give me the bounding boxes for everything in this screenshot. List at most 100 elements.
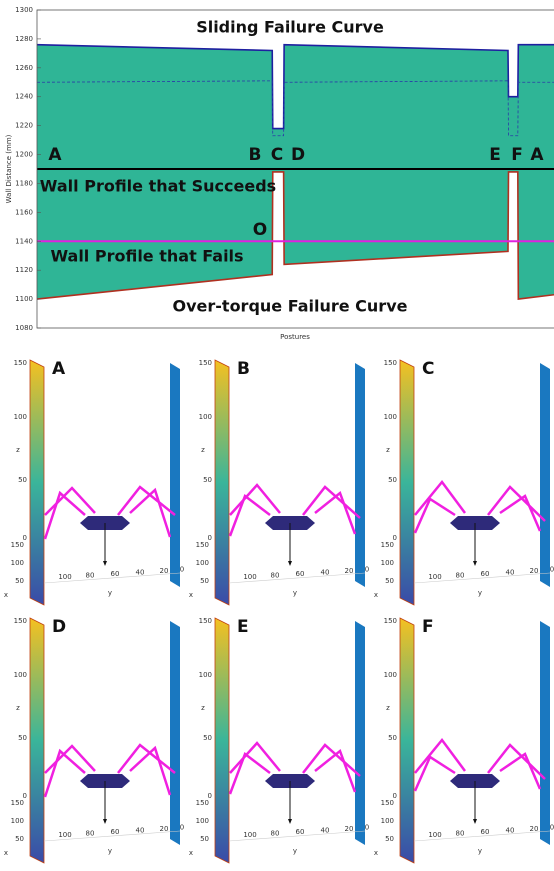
- z-tick-label: 150: [384, 617, 397, 625]
- x-tick-label: 150: [11, 541, 24, 549]
- y-tick-label: 60: [481, 570, 490, 578]
- y-tick-label: 20: [345, 567, 354, 575]
- y-tick-label: 100: [243, 831, 256, 839]
- annotation: A: [48, 145, 62, 165]
- robot-panel: 15010050015010050100806040200zxyF: [374, 617, 554, 863]
- y-tick-label: 1260: [15, 64, 33, 72]
- arrow-head: [288, 819, 292, 824]
- y-tick-label: 1080: [15, 324, 33, 332]
- y-tick-label: 100: [428, 831, 441, 839]
- y-tick-label: 60: [296, 570, 305, 578]
- robot-leg: [118, 745, 175, 773]
- y-tick-label: 40: [321, 569, 330, 577]
- y-tick-label: 0: [550, 824, 554, 832]
- annotation: F: [511, 145, 523, 165]
- annotation: D: [291, 145, 305, 165]
- robot-panel: 15010050015010050100806040200zxyA: [4, 359, 184, 605]
- robot-leg: [45, 493, 85, 539]
- z-tick-label: 100: [14, 671, 27, 679]
- y-tick-label: 100: [58, 573, 71, 581]
- figure: 1080110011201140116011801200122012401260…: [0, 0, 554, 871]
- y-axis-label: y: [293, 847, 297, 855]
- left-wall: [215, 618, 229, 863]
- annotation: Sliding Failure Curve: [196, 18, 384, 37]
- x-axis-label: x: [4, 849, 8, 857]
- robot-leg: [130, 490, 170, 537]
- y-tick-label: 40: [321, 827, 330, 835]
- y-tick-label: 1200: [15, 151, 33, 159]
- y-tick-label: 20: [160, 825, 169, 833]
- robot-leg: [415, 740, 465, 773]
- y-axis-label: y: [478, 589, 482, 597]
- x-tick-label: 150: [11, 799, 24, 807]
- y-tick-label: 40: [506, 827, 515, 835]
- x-tick-label: 150: [381, 799, 394, 807]
- y-tick-label: 1100: [15, 295, 33, 303]
- z-axis-label: z: [386, 446, 390, 454]
- y-tick-label: 40: [136, 569, 145, 577]
- z-tick-label: 150: [199, 617, 212, 625]
- arrow-head: [288, 561, 292, 566]
- annotation: A: [530, 145, 544, 165]
- z-tick-label: 100: [14, 413, 27, 421]
- x-tick-label: 150: [196, 799, 209, 807]
- left-wall: [30, 360, 44, 605]
- z-axis-label: z: [386, 704, 390, 712]
- x-tick-label: 150: [381, 541, 394, 549]
- y-tick-label: 1240: [15, 93, 33, 101]
- robot-leg: [303, 745, 360, 776]
- panel-label: E: [237, 617, 249, 637]
- robot-panel: 15010050015010050100806040200zxyC: [374, 359, 554, 605]
- y-tick-label: 1180: [15, 179, 33, 187]
- x-axis-label: x: [374, 849, 378, 857]
- page: 1080110011201140116011801200122012401260…: [0, 0, 554, 871]
- y-tick-label: 0: [365, 566, 369, 574]
- z-tick-label: 50: [388, 476, 397, 484]
- z-tick-label: 50: [18, 734, 27, 742]
- annotation: Over-torque Failure Curve: [173, 297, 408, 316]
- z-tick-label: 150: [199, 359, 212, 367]
- robot-leg: [488, 487, 545, 521]
- x-tick-label: 50: [385, 835, 394, 843]
- panel-label: C: [422, 359, 434, 379]
- x-tick-label: 100: [196, 817, 209, 825]
- y-tick-label: 1280: [15, 35, 33, 43]
- y-tick-label: 0: [365, 824, 369, 832]
- arrow-head: [103, 819, 107, 824]
- y-tick-label: 100: [243, 573, 256, 581]
- left-wall: [400, 360, 414, 605]
- z-tick-label: 100: [384, 671, 397, 679]
- y-tick-label: 1220: [15, 122, 33, 130]
- annotation: E: [489, 145, 501, 165]
- y-tick-label: 0: [550, 566, 554, 574]
- annotation: O: [253, 220, 267, 240]
- arrow-head: [473, 561, 477, 566]
- z-tick-label: 50: [388, 734, 397, 742]
- y-tick-label: 100: [58, 831, 71, 839]
- z-tick-label: 150: [14, 617, 27, 625]
- y-axis-label: y: [478, 847, 482, 855]
- left-wall: [30, 618, 44, 863]
- robot-panel: 15010050015010050100806040200zxyB: [189, 359, 369, 605]
- robot-leg: [303, 487, 360, 518]
- right-wall: [170, 621, 180, 845]
- x-tick-label: 150: [196, 541, 209, 549]
- x-tick-label: 100: [381, 559, 394, 567]
- right-wall: [170, 363, 180, 587]
- y-axis-label: y: [108, 589, 112, 597]
- arrow-head: [473, 819, 477, 824]
- right-wall: [355, 363, 365, 587]
- robot-leg: [315, 493, 355, 534]
- z-axis-label: z: [16, 446, 20, 454]
- y-tick-label: 60: [296, 828, 305, 836]
- y-tick-label: 1300: [15, 6, 33, 14]
- x-axis-label: x: [189, 591, 193, 599]
- y-tick-label: 20: [345, 825, 354, 833]
- right-wall: [355, 621, 365, 845]
- left-wall: [215, 360, 229, 605]
- robot-leg: [45, 751, 85, 797]
- x-tick-label: 100: [381, 817, 394, 825]
- z-tick-label: 50: [203, 734, 212, 742]
- z-tick-label: 100: [199, 671, 212, 679]
- robot-leg: [415, 757, 455, 791]
